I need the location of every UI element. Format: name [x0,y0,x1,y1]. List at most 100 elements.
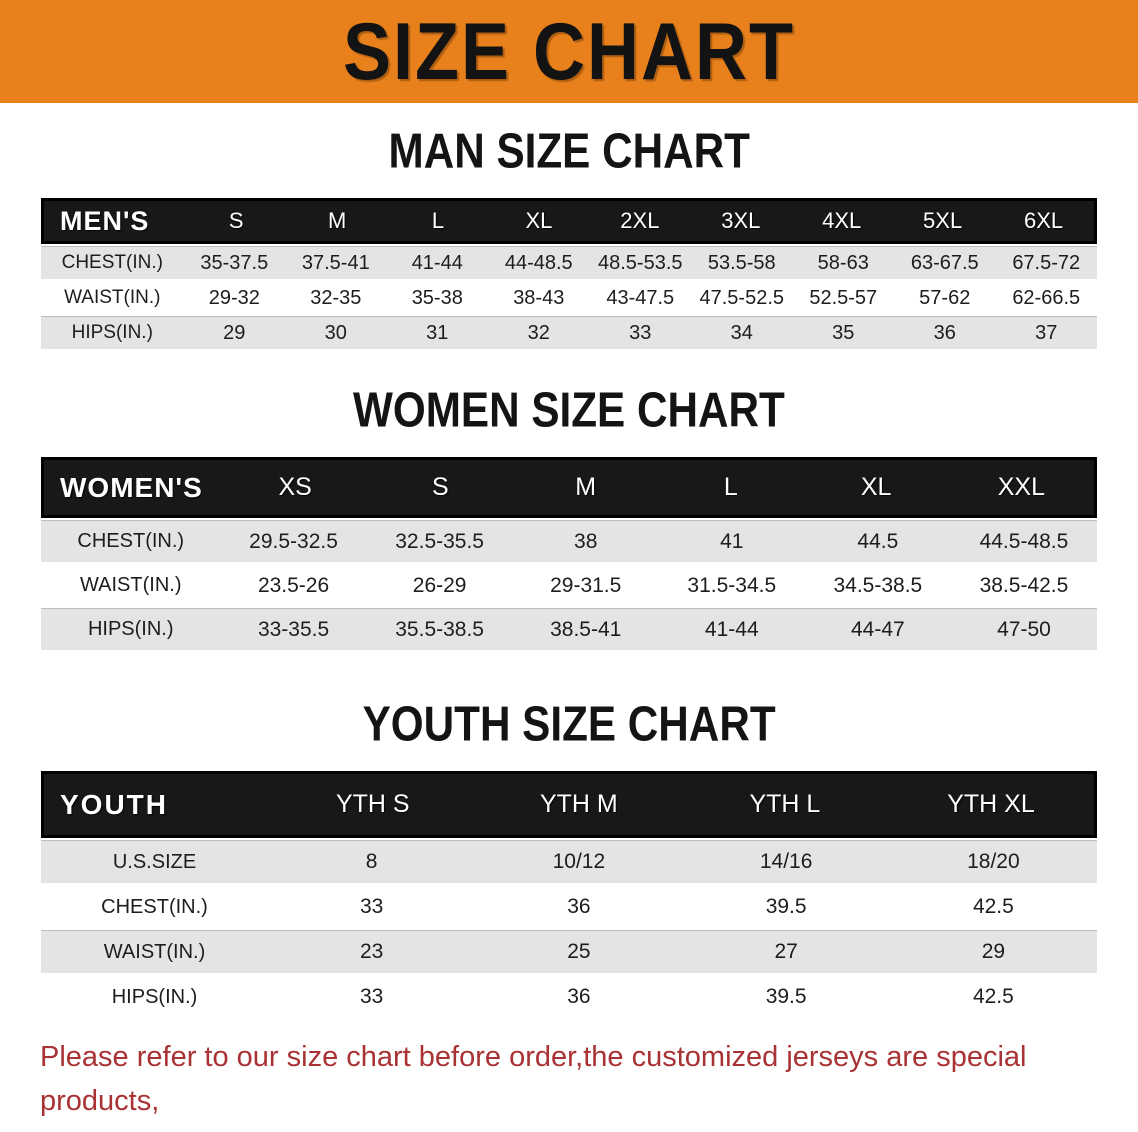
measurement-cell: 67.5-72 [1012,251,1081,274]
row-label: HIPS(IN.) [111,985,198,1008]
measurement-cell: 35-38 [411,286,463,309]
table-row: WAIST(IN.) 23 25 27 29 [41,931,1097,973]
size-column-header: M [575,473,597,501]
measurement-cell: 23 [359,940,384,963]
size-column-header: 5XL [923,208,963,233]
measurement-cell: 33-35.5 [257,617,330,641]
table-corner-label: MEN'S [60,205,150,236]
table-row: U.S.SIZE 8 10/12 14/16 18/20 [41,841,1097,883]
row-label: CHEST(IN.) [77,530,185,552]
size-column-header: L [431,208,445,233]
row-label: WAIST(IN.) [80,574,182,596]
measurement-cell: 32.5-35.5 [395,529,484,553]
measurement-cell: 25 [567,940,591,963]
measurement-cell: 38-43 [513,286,565,309]
measurement-cell: 37 [1035,321,1058,344]
row-label: U.S.SIZE [112,850,197,873]
men-section-heading-text: MAN SIZE CHART [388,124,750,179]
table-row: HIPS(IN.) 29 30 31 32 33 34 35 36 37 [41,317,1097,349]
measurement-cell: 34.5-38.5 [833,573,923,597]
size-column-header: M [327,208,347,233]
measurement-cell: 44.5-48.5 [979,529,1069,553]
row-label: WAIST(IN.) [103,940,206,963]
measurement-cell: 29.5-32.5 [249,529,338,553]
measurement-cell: 39.5 [765,895,807,918]
measurement-cell: 27 [774,940,798,963]
measurement-cell: 36 [933,321,956,344]
measurement-cell: 14/16 [759,850,813,873]
disclaimer-line-1: Please refer to our size chart before or… [40,1041,1027,1117]
measurement-cell: 29 [223,321,246,344]
page-title: SIZE CHART [343,6,795,97]
size-column-header: S [432,473,449,501]
measurement-cell: 31 [426,321,449,344]
measurement-cell: 23.5-26 [257,573,330,597]
size-column-header: YTH M [539,790,618,818]
row-label: WAIST(IN.) [64,287,161,308]
measurement-cell: 62-66.5 [1012,286,1081,309]
measurement-cell: 57-62 [919,286,971,309]
measurement-cell: 41-44 [704,617,759,641]
row-label: CHEST(IN.) [61,252,163,273]
measurement-cell: 63-67.5 [910,251,979,274]
table-row: CHEST(IN.) 29.5-32.5 32.5-35.5 38 41 44.5 44.5… [41,521,1097,562]
women-size-table: WOMEN'S XS S M L XL XXL CHEST(IN.) 29.5-32.5 32.5… [41,457,1097,650]
measurement-cell: 8 [365,850,378,873]
measurement-cell: 35-37.5 [200,251,269,274]
measurement-cell: 31.5-34.5 [687,573,777,597]
table-row: WAIST(IN.) 23.5-26 26-29 29-31.5 31.5-34.5 34… [41,565,1097,606]
size-column-header: XL [860,473,892,501]
row-label: HIPS(IN.) [71,322,153,343]
size-column-header: XXL [997,473,1045,501]
measurement-cell: 44.5 [857,529,899,553]
measurement-cell: 26-29 [412,573,467,597]
measurement-cell: 47-50 [997,617,1051,641]
table-header-row: MEN'S S M L XL 2XL 3XL 4XL 5XL 6XL [41,198,1097,244]
youth-section-heading: YOUTH SIZE CHART [0,697,1138,752]
size-column-header: YTH XL [947,790,1035,818]
size-column-header: YTH L [749,790,821,818]
measurement-cell: 36 [567,895,591,918]
table-row: CHEST(IN.) 35-37.5 37.5-41 41-44 44-48.5 48.5… [41,247,1097,279]
table-row: WAIST(IN.) 29-32 32-35 35-38 38-43 43-47.5 47.… [41,282,1097,314]
table-row: CHEST(IN.) 33 36 39.5 42.5 [41,886,1097,928]
measurement-cell: 29-32 [208,286,260,309]
size-column-header: 6XL [1023,208,1064,233]
youth-size-table: YOUTH YTH S YTH M YTH L YTH XL U.S.SIZE 8 10/12… [41,771,1097,1018]
measurement-cell: 53.5-58 [707,251,776,274]
section-youth: YOUTH SIZE CHART YOUTH YTH S YTH M YTH L YTH… [0,697,1138,1018]
disclaimer-line-2: we don't accept cancel, change, teturn o… [40,1123,1098,1132]
size-column-header: XL [525,208,553,233]
row-label: CHEST(IN.) [101,895,208,918]
banner: SIZE CHART [0,0,1138,103]
section-women: WOMEN SIZE CHART WOMEN'S XS S M L XL XXL CHEST(… [0,383,1138,650]
size-column-header: 4XL [822,208,862,233]
measurement-cell: 44-48.5 [504,251,573,274]
table-corner-label: YOUTH [60,788,168,820]
measurement-cell: 48.5-53.5 [598,251,683,274]
measurement-cell: 39.5 [765,985,807,1008]
women-section-heading-text: WOMEN SIZE CHART [353,383,785,438]
measurement-cell: 38 [574,529,598,553]
measurement-cell: 33 [359,985,384,1008]
measurement-cell: 36 [567,985,591,1008]
measurement-cell: 33 [629,321,652,344]
size-column-header: YTH S [335,790,410,818]
measurement-cell: 52.5-57 [809,286,878,309]
size-column-header: L [723,473,738,501]
size-column-header: XS [278,473,312,501]
measurement-cell: 37.5-41 [301,251,370,274]
size-column-header: S [228,208,244,233]
measurement-cell: 18/20 [967,850,1020,873]
measurement-cell: 41-44 [411,251,463,274]
table-corner-label: WOMEN'S [60,471,203,503]
men-size-table: MEN'S S M L XL 2XL 3XL 4XL 5XL 6XL CHEST(IN.) 35-37… [41,198,1097,349]
measurement-cell: 34 [730,321,753,344]
measurement-cell: 35 [832,321,855,344]
measurement-cell: 38.5-41 [550,617,622,641]
measurement-cell: 41 [720,529,744,553]
table-row: HIPS(IN.) 33 36 39.5 42.5 [41,976,1097,1018]
measurement-cell: 35.5-38.5 [395,617,484,641]
size-column-header: 2XL [620,208,660,233]
